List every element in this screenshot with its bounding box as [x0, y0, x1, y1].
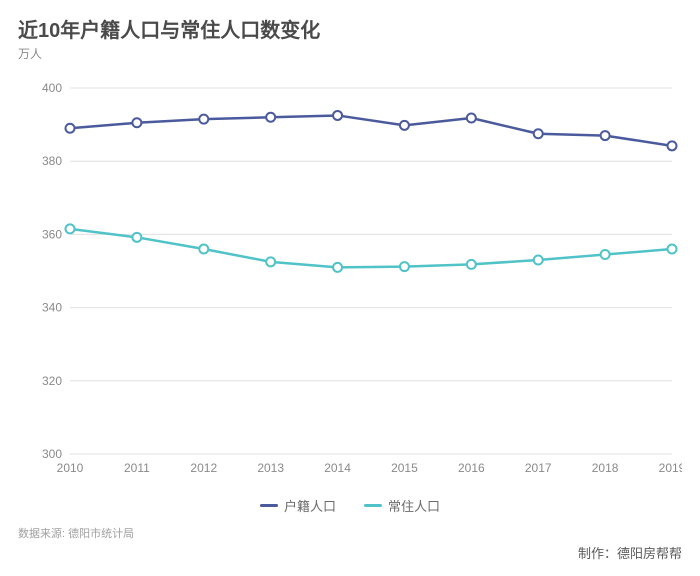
legend-item: 户籍人口: [260, 496, 336, 515]
line-chart: 300 320 340 360 380 400 2010 2011 2012 2013 2014 20…: [18, 70, 682, 490]
svg-text:2010: 2010: [57, 461, 84, 475]
chart-title: 近10年户籍人口与常住人口数变化: [18, 14, 682, 43]
svg-text:320: 320: [42, 374, 62, 388]
chart-container: 近10年户籍人口与常住人口数变化 万人 300 320 340 360 380 400 20…: [0, 0, 700, 551]
legend-swatch: [364, 504, 382, 507]
legend-label: 户籍人口: [284, 496, 336, 515]
source-label: 数据来源: 德阳市统计局: [18, 525, 682, 541]
svg-text:400: 400: [42, 81, 62, 95]
svg-text:2013: 2013: [257, 461, 284, 475]
legend: 户籍人口 常住人口: [18, 496, 682, 515]
svg-text:340: 340: [42, 301, 62, 315]
svg-text:2014: 2014: [324, 461, 351, 475]
legend-label: 常住人口: [388, 496, 440, 515]
svg-text:2018: 2018: [592, 461, 619, 475]
svg-text:2011: 2011: [124, 461, 150, 475]
svg-text:2012: 2012: [190, 461, 217, 475]
svg-text:2019: 2019: [659, 461, 682, 475]
svg-text:380: 380: [42, 154, 62, 168]
legend-item: 常住人口: [364, 496, 440, 515]
credit-label: 制作：德阳房帮帮: [578, 543, 682, 562]
svg-text:360: 360: [42, 227, 62, 241]
legend-swatch: [260, 504, 278, 507]
svg-text:2016: 2016: [458, 461, 485, 475]
chart-subtitle: 万人: [18, 45, 682, 62]
chart-svg: 300 320 340 360 380 400 2010 2011 2012 2013 2014 20…: [18, 70, 682, 490]
svg-text:2017: 2017: [525, 461, 552, 475]
svg-text:300: 300: [42, 447, 62, 461]
svg-text:2015: 2015: [391, 461, 418, 475]
